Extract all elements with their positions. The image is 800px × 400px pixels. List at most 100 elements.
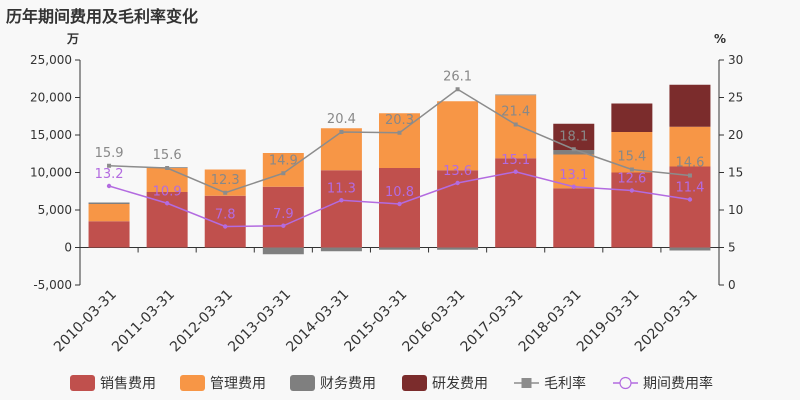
y-right-tick-label: 25 bbox=[728, 91, 743, 105]
y-left-tick-label: 10,000 bbox=[30, 166, 72, 180]
y-right-tick-label: 15 bbox=[728, 166, 743, 180]
point-毛利率 bbox=[571, 147, 576, 152]
data-label-pe: 11.4 bbox=[675, 181, 704, 196]
bar-研发费用-2018-03-31 bbox=[553, 123, 595, 150]
y-right-tick-label: 10 bbox=[728, 203, 743, 217]
point-毛利率 bbox=[513, 122, 518, 127]
y-right-tick-label: 20 bbox=[728, 128, 743, 142]
bar-管理费用-2017-03-31 bbox=[495, 95, 537, 159]
point-期间费用率 bbox=[571, 184, 576, 189]
point-毛利率 bbox=[107, 163, 112, 168]
data-label-gm: 12.3 bbox=[211, 173, 240, 188]
chart-title: 历年期间费用及毛利率变化 bbox=[6, 7, 199, 26]
bar-销售费用-2010-03-31 bbox=[88, 221, 130, 248]
legend-swatch bbox=[180, 375, 205, 391]
data-label-gm: 18.1 bbox=[559, 129, 588, 144]
y-left-tick-label: 5,000 bbox=[38, 203, 72, 217]
point-期间费用率 bbox=[397, 201, 402, 207]
bar-销售费用-2011-03-31 bbox=[146, 192, 188, 248]
point-期间费用率 bbox=[164, 201, 170, 206]
bar-销售费用-2013-03-31 bbox=[262, 186, 304, 248]
bar-财务费用-2013-03-31 bbox=[262, 247, 304, 255]
data-label-gm: 15.9 bbox=[95, 146, 124, 161]
bar-研发费用-2019-03-31 bbox=[611, 103, 653, 132]
data-label-pe: 13.1 bbox=[559, 168, 588, 183]
legend-label: 毛利率 bbox=[544, 375, 586, 392]
bar-财务费用-2010-03-31 bbox=[88, 202, 130, 204]
data-label-pe: 12.6 bbox=[617, 172, 646, 187]
data-label-gm: 26.1 bbox=[443, 69, 472, 84]
legend-swatch bbox=[402, 375, 427, 391]
data-label-gm: 15.6 bbox=[153, 148, 182, 163]
bar-管理费用-2011-03-31 bbox=[146, 168, 188, 192]
data-label-gm: 21.4 bbox=[501, 105, 530, 120]
bar-管理费用-2020-03-31 bbox=[669, 126, 711, 167]
point-毛利率 bbox=[687, 173, 692, 178]
bar-管理费用-2014-03-31 bbox=[320, 128, 362, 171]
data-label-pe: 10.9 bbox=[153, 184, 182, 199]
y-right-tick-label: 0 bbox=[728, 278, 736, 292]
point-毛利率 bbox=[397, 130, 402, 135]
y-left-unit: 万 bbox=[66, 32, 79, 46]
data-label-pe: 10.8 bbox=[385, 185, 414, 200]
bar-销售费用-2018-03-31 bbox=[553, 188, 595, 248]
bar-销售费用-2015-03-31 bbox=[379, 168, 420, 248]
bar-财务费用-2018-03-31 bbox=[553, 150, 595, 155]
point-期间费用率 bbox=[629, 188, 635, 193]
data-label-pe: 13.6 bbox=[443, 164, 472, 179]
bar-销售费用-2020-03-31 bbox=[669, 166, 711, 248]
data-label-pe: 11.3 bbox=[327, 181, 356, 196]
bar-财务费用-2020-03-31 bbox=[669, 247, 711, 251]
bar-销售费用-2014-03-31 bbox=[320, 170, 362, 248]
bar-管理费用-2013-03-31 bbox=[262, 153, 304, 187]
data-label-gm: 20.3 bbox=[385, 113, 414, 128]
point-毛利率 bbox=[223, 190, 228, 195]
y-left-tick-label: 15,000 bbox=[30, 128, 72, 142]
point-期间费用率 bbox=[513, 169, 518, 174]
point-毛利率 bbox=[165, 166, 170, 170]
bar-财务费用-2014-03-31 bbox=[320, 247, 362, 252]
legend-label: 财务费用 bbox=[320, 376, 376, 392]
data-label-gm: 20.4 bbox=[327, 112, 356, 127]
point-期间费用率 bbox=[281, 223, 286, 228]
point-毛利率 bbox=[281, 171, 286, 176]
legend-label: 销售费用 bbox=[100, 376, 156, 392]
y-right-tick-label: 5 bbox=[728, 241, 736, 255]
data-label-pe: 7.9 bbox=[273, 207, 294, 222]
bar-管理费用-2010-03-31 bbox=[88, 204, 130, 222]
legend-label: 研发费用 bbox=[432, 376, 488, 392]
y-left-tick-label: 0 bbox=[64, 241, 72, 255]
y-left-tick-label: 25,000 bbox=[30, 53, 72, 67]
bar-财务费用-2015-03-31 bbox=[379, 247, 420, 250]
y-left-tick-label: -5,000 bbox=[33, 278, 72, 292]
bar-研发费用-2020-03-31 bbox=[669, 84, 711, 127]
data-label-gm: 14.6 bbox=[675, 156, 704, 171]
point-期间费用率 bbox=[223, 224, 228, 229]
point-毛利率 bbox=[629, 167, 634, 172]
data-label-gm: 14.9 bbox=[269, 153, 298, 168]
point-期间费用率 bbox=[687, 197, 693, 202]
bar-管理费用-2019-03-31 bbox=[611, 132, 653, 173]
point-期间费用率 bbox=[106, 183, 112, 189]
legend-marker bbox=[619, 376, 632, 390]
bar-财务费用-2016-03-31 bbox=[437, 247, 479, 250]
data-label-pe: 13.2 bbox=[95, 167, 124, 182]
point-毛利率 bbox=[455, 87, 460, 92]
y-right-unit: % bbox=[714, 32, 726, 46]
legend-swatch bbox=[290, 375, 315, 391]
legend-swatch bbox=[70, 375, 95, 391]
legend-label: 管理费用 bbox=[210, 376, 266, 392]
legend-label: 期间费用率 bbox=[643, 375, 713, 392]
x-tick-label: 2020-03-31 bbox=[632, 287, 701, 356]
point-期间费用率 bbox=[455, 180, 460, 186]
y-left-tick-label: 20,000 bbox=[30, 91, 72, 105]
bar-财务费用-2017-03-31 bbox=[495, 94, 537, 96]
bar-管理费用-2016-03-31 bbox=[437, 101, 479, 171]
data-label-gm: 15.4 bbox=[617, 150, 646, 165]
data-label-pe: 15.1 bbox=[501, 153, 530, 168]
bar-销售费用-2019-03-31 bbox=[611, 172, 653, 248]
point-期间费用率 bbox=[339, 198, 344, 203]
point-毛利率 bbox=[339, 130, 344, 134]
y-right-tick-label: 30 bbox=[728, 53, 743, 67]
